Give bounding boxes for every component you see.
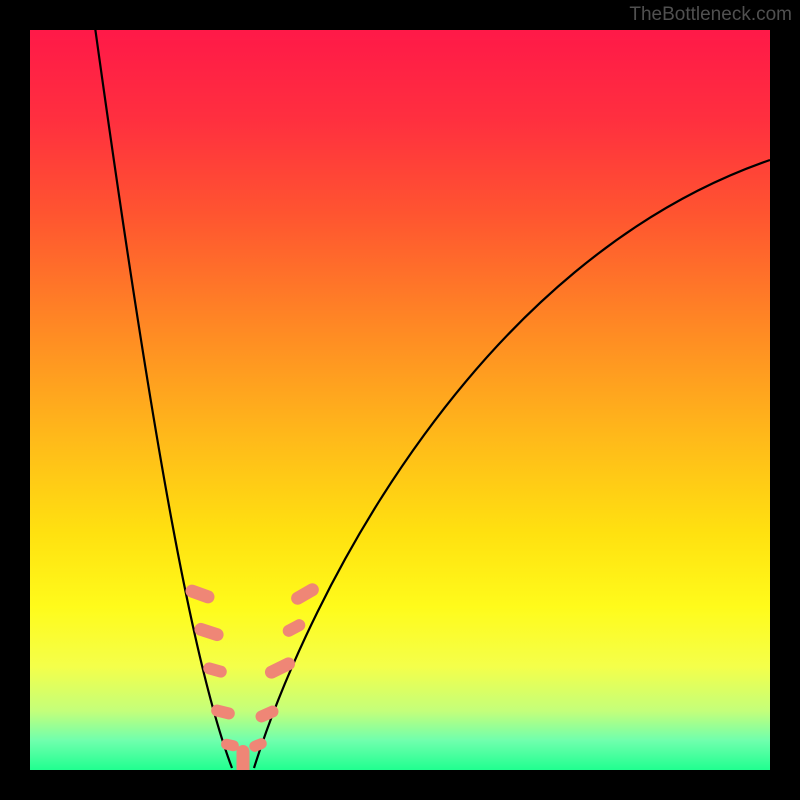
watermark-text: TheBottleneck.com	[629, 4, 792, 26]
marker-point	[237, 745, 250, 770]
marker-point	[263, 655, 297, 681]
marker-point	[281, 617, 308, 639]
curve-right	[254, 160, 770, 768]
marker-point	[193, 621, 226, 643]
marker-point	[248, 737, 269, 754]
plot-area	[30, 30, 770, 770]
curve-left	[94, 30, 232, 768]
marker-point	[289, 581, 321, 607]
curve-layer	[30, 30, 770, 770]
marker-point	[210, 703, 236, 720]
